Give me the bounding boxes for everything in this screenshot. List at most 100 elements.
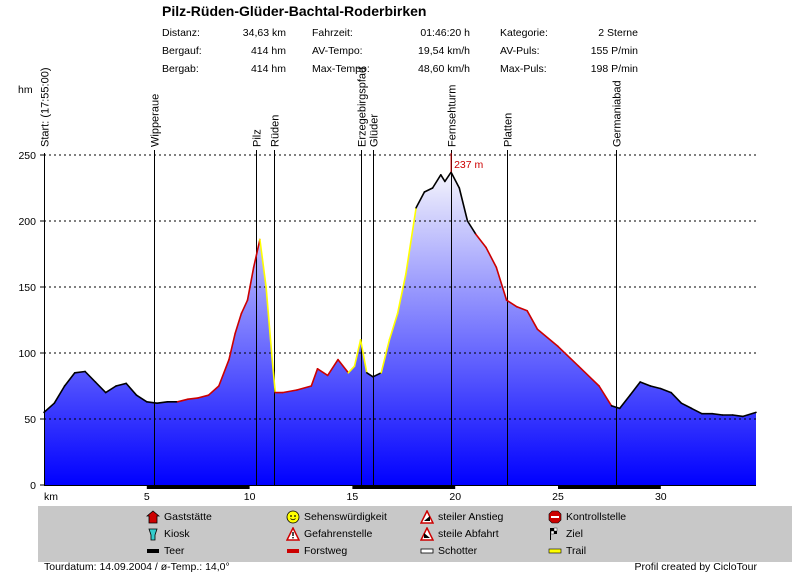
- profile-segment: [423, 187, 434, 193]
- y-tick-label: 100: [18, 348, 36, 360]
- profile-segment: [405, 207, 417, 275]
- profile-segment: [281, 389, 298, 394]
- profile-segment: [337, 358, 350, 374]
- steile-abfahrt-icon: [420, 527, 434, 541]
- profile-segment: [474, 233, 487, 249]
- profile-segment: [415, 191, 426, 209]
- profile-segment: [146, 400, 158, 405]
- profile-area: [44, 172, 756, 485]
- profile-segment: [218, 358, 230, 387]
- profile-segment: [228, 332, 236, 361]
- y-tick-label: 200: [18, 216, 36, 228]
- kiosk-icon: [148, 528, 158, 541]
- waypoint-label: Germaniabad: [612, 80, 624, 147]
- waypoint-label: Fernsehturm: [447, 85, 459, 147]
- profile-segment: [690, 407, 703, 415]
- credit-footer: Profil created by CicloTour: [634, 561, 757, 573]
- profile-segment: [610, 404, 621, 410]
- profile-segment: [557, 345, 580, 368]
- profile-segment: [670, 391, 683, 405]
- profile-segment: [359, 338, 368, 374]
- profile-segment: [485, 246, 498, 269]
- x-tick-label: 10: [244, 491, 256, 503]
- profile-segment: [176, 398, 189, 403]
- tour-date-footer: Tourdatum: 14.09.2004 / ø-Temp.: 14,0°: [44, 561, 230, 573]
- stat-value-av-tempo: 19,54 km/h: [418, 45, 470, 57]
- schotter-icon: [420, 548, 434, 554]
- stat-value-max-tempo: 48,60 km/h: [418, 63, 470, 75]
- profile-segment: [526, 309, 539, 331]
- waypoint-label: Erzegebirgspfad: [357, 67, 369, 147]
- profile-segment: [495, 266, 508, 302]
- profile-segment: [265, 286, 274, 361]
- profile-segment: [431, 174, 442, 189]
- y-axis-unit-label: hm: [18, 84, 33, 96]
- kontrollstelle-icon: [548, 510, 562, 524]
- profile-segment: [246, 266, 255, 302]
- waypoint-label: Wipperaue: [150, 94, 162, 147]
- stat-label-bergauf: Bergauf:: [162, 45, 202, 57]
- profile-segment: [316, 367, 329, 377]
- profile-segment: [396, 272, 407, 315]
- profile-segment: [444, 171, 452, 183]
- profile-segment: [296, 385, 313, 391]
- profile-segment: [659, 387, 672, 394]
- profile-segment: [711, 412, 724, 416]
- profile-segment: [505, 299, 518, 308]
- trail-icon: [548, 548, 562, 554]
- profile-segment: [104, 385, 117, 394]
- stat-label-distanz: Distanz:: [162, 27, 200, 39]
- profile-segment: [639, 381, 652, 387]
- y-tick-label: 250: [18, 150, 36, 162]
- stat-value-fahrzeit: 01:46:20 h: [420, 27, 470, 39]
- surface-bar-segment: [352, 486, 456, 489]
- ziel-icon: [550, 527, 558, 540]
- x-tick-label: 5: [144, 491, 150, 503]
- waypoint-label: Glüder: [369, 114, 381, 147]
- x-tick-label: 30: [655, 491, 667, 503]
- profile-segment: [125, 382, 138, 397]
- profile-segment: [271, 358, 277, 394]
- profile-segment: [326, 358, 339, 377]
- max-elevation-label: 237 m: [454, 159, 483, 171]
- profile-segment: [187, 397, 199, 401]
- stat-value-max-puls: 198 P/min: [590, 63, 638, 75]
- stat-value-bergauf: 414 hm: [250, 45, 286, 57]
- profile-segment: [347, 365, 356, 374]
- profile-segment: [731, 414, 744, 418]
- stat-label-av-tempo: AV-Tempo:: [312, 45, 363, 57]
- profile-segment: [516, 305, 529, 312]
- gefahrenstelle-icon: [286, 527, 300, 541]
- steiler-anstieg-icon: [420, 510, 434, 524]
- stat-label-av-puls: AV-Puls:: [500, 45, 540, 57]
- profile-segment: [742, 411, 757, 418]
- profile-segment: [372, 371, 383, 378]
- profile-segment: [240, 299, 249, 315]
- stat-value-kategorie: 2 Sterne: [598, 27, 638, 39]
- profile-segment: [115, 382, 127, 387]
- teer-icon: [147, 549, 159, 553]
- profile-segment: [458, 187, 469, 222]
- profile-segment: [43, 402, 56, 414]
- profile-segment: [94, 381, 107, 394]
- profile-segment: [598, 385, 613, 407]
- x-tick-label: 20: [449, 491, 461, 503]
- profile-segment: [680, 402, 693, 410]
- elevation-profile-chart: 0 50 100 150 200 250 km 5 10 15 20 25 30 Start: (17:…: [18, 67, 757, 503]
- profile-segment: [63, 371, 76, 387]
- stat-value-av-puls: 155 P/min: [590, 45, 638, 57]
- page-title: Pilz-Rüden-Glüder-Bachtal-Roderbirken: [162, 3, 427, 19]
- surface-bar-segment: [558, 486, 661, 489]
- profile-segment: [450, 171, 461, 189]
- profile-segment: [629, 381, 642, 397]
- stat-value-bergab: 414 hm: [250, 63, 286, 75]
- profile-segment: [74, 370, 86, 374]
- waypoint-label: Rüden: [270, 115, 282, 147]
- profile-segment: [234, 312, 243, 335]
- profile-segment: [310, 367, 319, 387]
- x-tick-label: 15: [347, 491, 359, 503]
- x-tick-label: 25: [552, 491, 564, 503]
- profile-segment: [53, 385, 66, 405]
- sehenswuerdigkeit-icon: [286, 510, 300, 524]
- profile-segment: [466, 220, 477, 235]
